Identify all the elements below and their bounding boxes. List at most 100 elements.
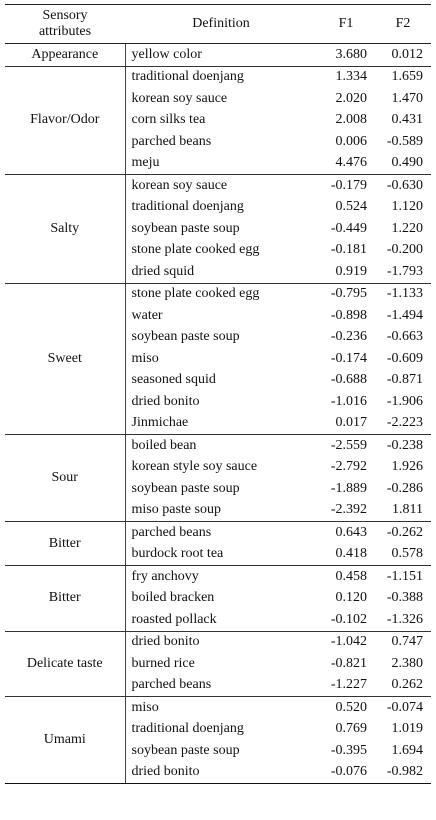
f2-cell: -0.238 xyxy=(386,437,423,453)
f1-cell: -0.102 xyxy=(317,609,375,632)
f1-cell: 0.120 xyxy=(335,590,368,606)
definition-cell: soybean paste soup xyxy=(131,480,240,496)
f1-cell: -2.559 xyxy=(330,437,367,453)
table-row: Flavor/Odor traditional doenjang 1.334 1.65… xyxy=(5,66,431,175)
table-row: dried squid 0.919 -1.793 xyxy=(5,261,431,284)
table-row: roasted pollack -0.102 -1.326 xyxy=(5,609,431,632)
f1-cell: 0.458 xyxy=(335,568,368,584)
f2-cell: -0.262 xyxy=(386,524,423,540)
sensory-attribute-cell: Bitter xyxy=(5,565,126,632)
f1-cell: -1.889 xyxy=(330,480,367,496)
f1-cell: 0.769 xyxy=(335,721,368,737)
table-row: soybean paste soup -0.395 1.694 xyxy=(5,740,431,762)
table-row: soybean paste soup -1.889 -0.286 xyxy=(5,478,431,500)
f2-cell: 0.578 xyxy=(375,543,431,566)
f2-cell: -0.663 xyxy=(386,329,423,345)
sensory-attribute-cell: Bitter xyxy=(5,521,126,566)
table-row: boiled bracken 0.120 -0.388 xyxy=(5,588,431,610)
table-row: dried bonito -0.076 -0.982 xyxy=(5,761,431,784)
definition-cell: dried bonito xyxy=(131,634,200,650)
f1-cell: -2.392 xyxy=(317,499,375,522)
definition-cell: parched beans xyxy=(125,674,317,697)
f2-cell: 1.811 xyxy=(375,499,431,522)
f1-cell: 0.520 xyxy=(335,699,368,715)
table-body: Appearance yellow color 3.680 0.012 Flavor/O… xyxy=(5,43,431,784)
f1-cell: 4.476 xyxy=(317,152,375,175)
header-attribute-line1: Sensory xyxy=(42,8,88,23)
table-row: burdock root tea 0.418 0.578 xyxy=(5,543,431,566)
f1-cell: -0.795 xyxy=(330,286,367,302)
header-f2: F2 xyxy=(375,4,431,44)
definition-cell: dried bonito xyxy=(131,393,200,409)
f2-cell: -2.223 xyxy=(375,412,431,435)
definition-cell: soybean paste soup xyxy=(131,742,240,758)
f1-cell: -0.898 xyxy=(330,307,367,323)
definition-cell: parched beans xyxy=(131,524,212,540)
table-row: Sweet stone plate cooked egg -0.795 -1.133 xyxy=(5,283,431,435)
f2-cell: 1.694 xyxy=(391,742,424,758)
table-row: miso -0.174 -0.609 xyxy=(5,348,431,370)
f1-cell: -0.688 xyxy=(330,372,367,388)
table-row: burned rice -0.821 2.380 xyxy=(5,653,431,675)
f1-cell: 2.008 xyxy=(335,112,368,128)
f1-cell: 2.020 xyxy=(335,90,368,106)
sensory-attributes-table: Sensory attributes Definition F1 F2 Appe… xyxy=(5,4,431,784)
sensory-attribute-cell: Appearance xyxy=(5,43,126,67)
sensory-attribute-cell: Umami xyxy=(5,696,126,784)
f1-cell: 0.524 xyxy=(335,199,368,215)
table-row: traditional doenjang 0.524 1.120 xyxy=(5,197,431,219)
f2-cell: 0.747 xyxy=(391,634,424,650)
f1-cell: -1.016 xyxy=(330,393,367,409)
definition-cell: Jinmichae xyxy=(125,412,317,435)
definition-cell: stone plate cooked egg xyxy=(131,286,260,302)
header-f1: F1 xyxy=(317,4,375,44)
f1-cell: 0.017 xyxy=(317,412,375,435)
definition-cell: stone plate cooked egg xyxy=(131,242,260,258)
header-attribute-line2: attributes xyxy=(38,24,92,39)
f1-cell: 0.006 xyxy=(335,133,368,149)
definition-cell: traditional doenjang xyxy=(131,199,244,215)
f1-cell: -1.227 xyxy=(317,674,375,697)
table-row: miso paste soup -2.392 1.811 xyxy=(5,499,431,522)
f2-cell: -0.286 xyxy=(386,480,423,496)
sensory-attribute-cell: Flavor/Odor xyxy=(5,66,126,175)
sensory-attribute-cell: Salty xyxy=(5,174,126,284)
table-row: corn silks tea 2.008 0.431 xyxy=(5,110,431,132)
f2-cell: -1.906 xyxy=(386,393,423,409)
table-row: korean style soy sauce -2.792 1.926 xyxy=(5,457,431,479)
definition-cell: miso xyxy=(131,350,159,366)
definition-cell: korean style soy sauce xyxy=(131,459,258,475)
f2-cell: -1.494 xyxy=(386,307,423,323)
table-row: soybean paste soup -0.236 -0.663 xyxy=(5,327,431,349)
f2-cell: 0.262 xyxy=(375,674,431,697)
definition-cell: boiled bracken xyxy=(131,590,215,606)
header-sensory-attributes: Sensory attributes xyxy=(5,4,125,44)
sensory-attribute-cell: Delicate taste xyxy=(5,631,126,697)
f2-cell: 1.220 xyxy=(391,220,424,236)
f2-cell: 1.019 xyxy=(391,721,424,737)
f1-cell: -0.076 xyxy=(317,761,375,784)
table-row: Bitter fry anchovy 0.458 -1.151 xyxy=(5,565,431,632)
f1-cell: -0.395 xyxy=(330,742,367,758)
f1-cell: 0.919 xyxy=(317,261,375,284)
table-row: traditional doenjang 0.769 1.019 xyxy=(5,719,431,741)
header-definition: Definition xyxy=(125,4,317,44)
definition-cell: korean soy sauce xyxy=(131,90,228,106)
definition-cell: dried squid xyxy=(125,261,317,284)
definition-cell: boiled bean xyxy=(131,437,197,453)
definition-cell: miso paste soup xyxy=(125,499,317,522)
f2-cell: 1.659 xyxy=(391,69,424,85)
table-row: stone plate cooked egg -0.181 -0.200 xyxy=(5,240,431,262)
f2-cell: -1.133 xyxy=(386,286,423,302)
definition-cell: miso xyxy=(131,699,159,715)
table-row: Bitter parched beans 0.643 -0.262 xyxy=(5,521,431,566)
definition-cell: parched beans xyxy=(131,133,212,149)
table-row: Umami miso 0.520 -0.074 xyxy=(5,696,431,784)
f2-cell: -1.151 xyxy=(386,568,423,584)
f1-cell: -0.179 xyxy=(330,177,367,193)
f1-cell: -2.792 xyxy=(330,459,367,475)
definition-cell: fry anchovy xyxy=(131,568,199,584)
f2-cell: -0.871 xyxy=(386,372,423,388)
table-row: parched beans 0.006 -0.589 xyxy=(5,131,431,153)
